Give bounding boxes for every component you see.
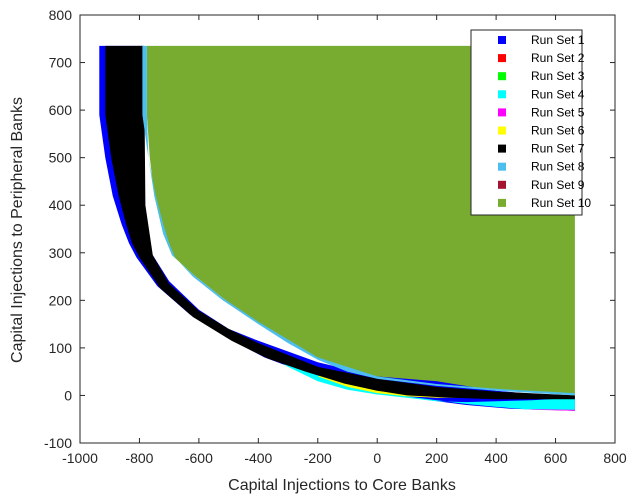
legend-label: Run Set 1 bbox=[531, 33, 585, 47]
legend-label: Run Set 6 bbox=[531, 124, 585, 138]
x-tick-label: 400 bbox=[484, 450, 508, 466]
legend-label: Run Set 9 bbox=[531, 178, 585, 192]
legend-swatch bbox=[498, 36, 506, 44]
y-tick-label: 800 bbox=[49, 7, 73, 23]
axes: -1000 -800 -600 -400 -200 0 200 400 600 800-10001… bbox=[44, 7, 627, 466]
y-tick-label: 0 bbox=[64, 387, 72, 403]
area-run-set-10 bbox=[146, 45, 575, 396]
legend-swatch bbox=[498, 54, 506, 63]
legend-swatch bbox=[498, 108, 506, 117]
legend-swatch bbox=[498, 180, 506, 189]
legend-label: Run Set 3 bbox=[531, 69, 585, 83]
legend-label: Run Set 8 bbox=[531, 160, 585, 174]
legend-swatch bbox=[498, 198, 506, 207]
legend-label: Run Set 4 bbox=[531, 87, 585, 101]
area-layer bbox=[99, 45, 575, 411]
legend-label: Run Set 5 bbox=[531, 105, 585, 119]
y-tick-label: 400 bbox=[49, 197, 73, 213]
legend-swatch bbox=[498, 126, 506, 135]
y-tick-label: -100 bbox=[44, 435, 72, 451]
x-tick-label: -200 bbox=[304, 450, 332, 466]
legend-swatch bbox=[498, 162, 506, 171]
y-tick-label: 500 bbox=[49, 150, 73, 166]
legend-label: Run Set 2 bbox=[531, 51, 585, 65]
plot-frame bbox=[79, 14, 616, 444]
legend-swatch bbox=[498, 72, 506, 81]
y-tick-label: 600 bbox=[49, 102, 73, 118]
x-axis-label: Capital Injections to Core Banks bbox=[228, 477, 456, 494]
area-run-set-4 bbox=[258, 347, 575, 410]
y-tick-label: 700 bbox=[49, 55, 73, 71]
y-axis-label: Capital Injections to Peripheral Banks bbox=[9, 97, 26, 363]
x-tick-label: -800 bbox=[125, 450, 153, 466]
x-tick-label: -1000 bbox=[62, 450, 98, 466]
x-tick-label: 600 bbox=[544, 450, 568, 466]
x-tick-label: 0 bbox=[373, 450, 381, 466]
x-tick-label: 200 bbox=[425, 450, 449, 466]
legend-label: Run Set 10 bbox=[531, 196, 591, 210]
legend-swatch bbox=[498, 144, 506, 153]
y-tick-label: 200 bbox=[49, 292, 73, 308]
x-tick-label: -600 bbox=[185, 450, 213, 466]
legend-label: Run Set 7 bbox=[531, 142, 585, 156]
y-tick-label: 100 bbox=[49, 340, 73, 356]
legend-box bbox=[470, 29, 583, 216]
y-tick-label: 300 bbox=[49, 245, 73, 261]
legend-swatch bbox=[498, 90, 506, 99]
x-tick-label: 800 bbox=[603, 450, 627, 466]
legend: Run Set 1 Run Set 2 Run Set 3 Run Set 4 Run … bbox=[470, 29, 591, 216]
x-tick-label: -400 bbox=[244, 450, 272, 466]
